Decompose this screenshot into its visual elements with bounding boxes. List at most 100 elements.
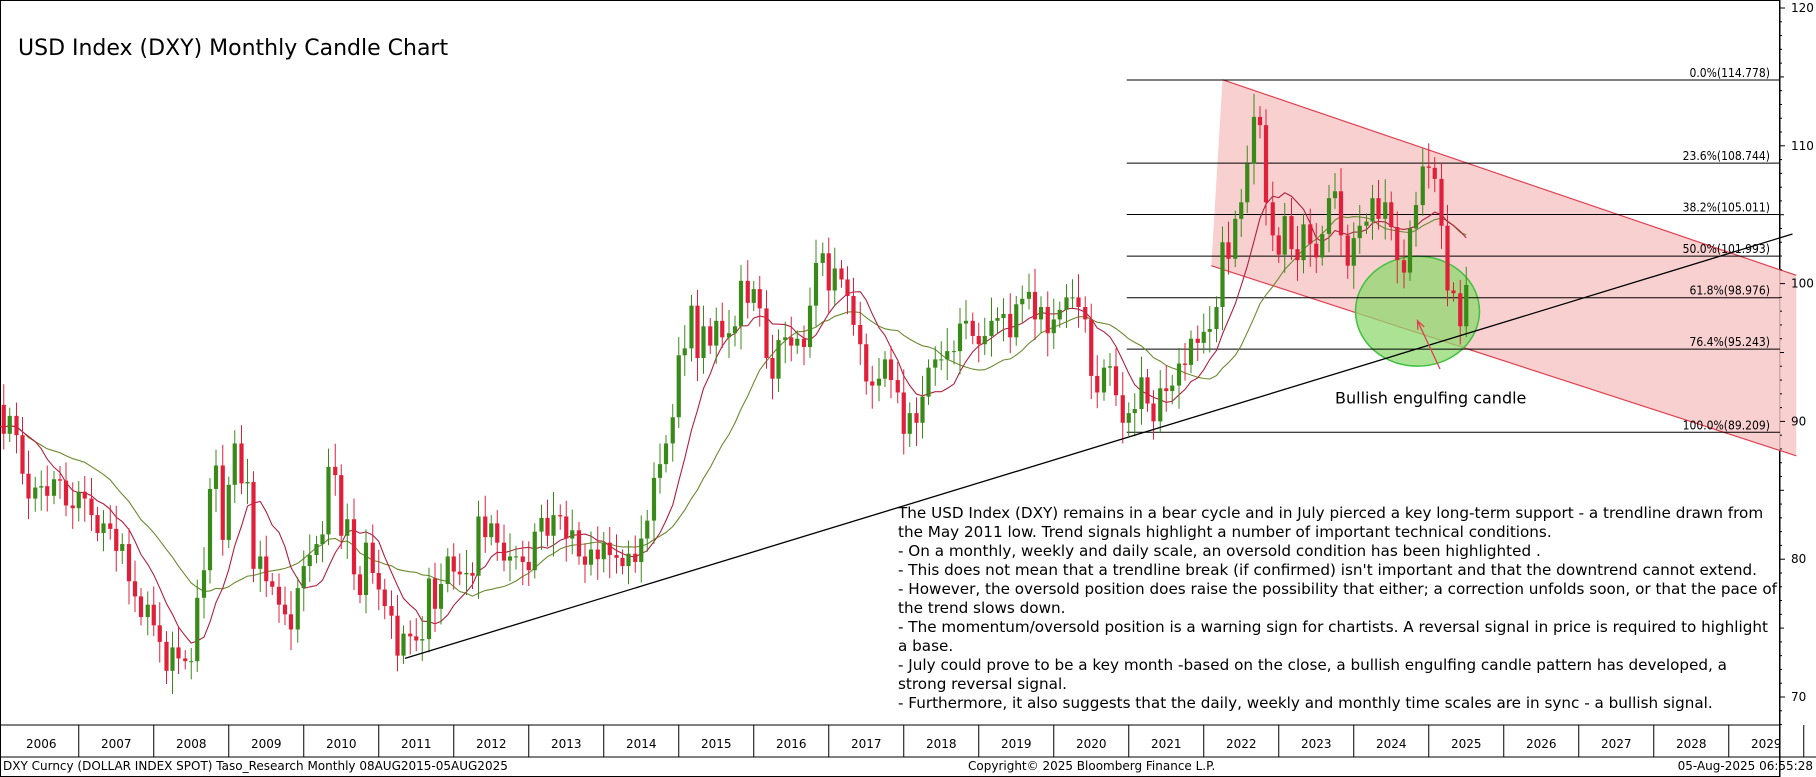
candle-up xyxy=(76,491,81,509)
footer-source: DXY Curncy (DOLLAR INDEX SPOT) Taso_Rese… xyxy=(3,759,508,773)
candle-down xyxy=(1195,338,1200,343)
candle-up xyxy=(1320,233,1325,258)
candle-down xyxy=(1308,224,1313,244)
candle-up xyxy=(232,443,237,485)
x-axis-tick-label: 2029 xyxy=(1751,737,1782,751)
footer-copyright: Copyright© 2025 Bloomberg Finance L.P. xyxy=(968,759,1216,773)
candle-down xyxy=(695,305,700,359)
candle-up xyxy=(933,359,938,368)
candle-up xyxy=(1064,297,1069,310)
candle-up xyxy=(489,523,494,538)
candle-down xyxy=(745,280,750,303)
candle-up xyxy=(307,555,312,567)
candle-down xyxy=(888,359,894,381)
candle-down xyxy=(63,480,69,506)
candle-down xyxy=(57,479,63,481)
candle-up xyxy=(426,578,432,640)
candle-down xyxy=(395,615,400,656)
candle-up xyxy=(101,523,106,534)
candle-down xyxy=(895,380,900,393)
candle-up xyxy=(213,465,219,489)
candle-up xyxy=(651,477,657,521)
candle-down xyxy=(858,324,863,345)
x-axis-tick-label: 2019 xyxy=(1001,737,1032,751)
channel-upper-line xyxy=(1222,79,1797,276)
candle-down xyxy=(1095,375,1100,393)
candle-down xyxy=(1164,388,1169,392)
candle-down xyxy=(870,381,875,386)
candle-up xyxy=(1107,366,1113,368)
candle-up xyxy=(982,335,987,345)
candle-down xyxy=(251,482,256,569)
candle-up xyxy=(33,487,38,499)
commentary-bullet: - However, the oversold position does ra… xyxy=(898,580,1782,617)
candle-up xyxy=(1364,221,1369,226)
candle-up xyxy=(1326,198,1332,234)
candle-up xyxy=(1351,238,1356,266)
candle-down xyxy=(1263,125,1269,203)
candle-up xyxy=(670,417,675,444)
candle-down xyxy=(576,530,582,557)
candle-up xyxy=(1170,385,1175,392)
candle-down xyxy=(357,574,363,596)
candle-down xyxy=(126,544,132,582)
candle-up xyxy=(532,531,537,571)
candle-up xyxy=(1026,291,1032,299)
candle-down xyxy=(432,578,438,609)
candle-down xyxy=(70,505,75,509)
fib-level-label: 38.2%(105.011) xyxy=(1683,201,1770,215)
candle-down xyxy=(851,296,856,325)
candle-up xyxy=(1370,198,1375,222)
candle-up xyxy=(951,351,957,353)
candle-down xyxy=(457,571,462,575)
candle-up xyxy=(570,530,575,539)
candle-up xyxy=(1057,309,1062,320)
candle-down xyxy=(607,542,612,556)
candle-up xyxy=(314,544,319,556)
candle-down xyxy=(239,443,244,484)
candle-up xyxy=(1357,225,1362,239)
candle-down xyxy=(114,528,119,551)
candle-up xyxy=(1233,218,1238,259)
candle-down xyxy=(708,326,713,346)
candle-up xyxy=(7,415,12,434)
candle-up xyxy=(963,320,969,324)
candle-up xyxy=(170,647,175,671)
candle-up xyxy=(1176,363,1182,386)
candle-down xyxy=(1045,307,1050,334)
y-axis-tick-label: 100 xyxy=(1791,277,1814,291)
candle-down xyxy=(520,556,525,562)
candle-down xyxy=(1276,235,1281,255)
candle-down xyxy=(1314,243,1319,258)
y-axis-tick-label: 80 xyxy=(1791,552,1806,566)
candle-up xyxy=(320,534,325,545)
candle-down xyxy=(1008,313,1013,338)
candle-up xyxy=(783,337,788,341)
candle-down xyxy=(1076,297,1081,308)
candle-up xyxy=(832,268,837,291)
candle-down xyxy=(108,523,113,529)
x-axis-tick-label: 2024 xyxy=(1376,737,1407,751)
candle-up xyxy=(776,340,781,379)
candle-down xyxy=(558,515,563,517)
candle-down xyxy=(1032,291,1038,320)
candle-down xyxy=(276,586,282,605)
downtrend-channel xyxy=(1211,79,1797,456)
candle-up xyxy=(1214,307,1219,330)
commentary-bullet: - This does not mean that a trendline br… xyxy=(898,561,1757,579)
candle-up xyxy=(1020,298,1025,305)
candle-up xyxy=(1201,331,1206,343)
candle-up xyxy=(539,517,544,532)
candle-up xyxy=(1464,284,1469,327)
candle-down xyxy=(526,561,531,571)
candle-up xyxy=(1220,242,1225,308)
candle-up xyxy=(39,486,44,488)
candle-down xyxy=(845,279,850,297)
candle-down xyxy=(1451,290,1456,294)
candle-down xyxy=(333,466,338,476)
candle-up xyxy=(51,479,57,496)
x-axis-tick-label: 2026 xyxy=(1526,737,1557,751)
candle-up xyxy=(1251,116,1257,164)
x-axis-tick-label: 2023 xyxy=(1301,737,1332,751)
